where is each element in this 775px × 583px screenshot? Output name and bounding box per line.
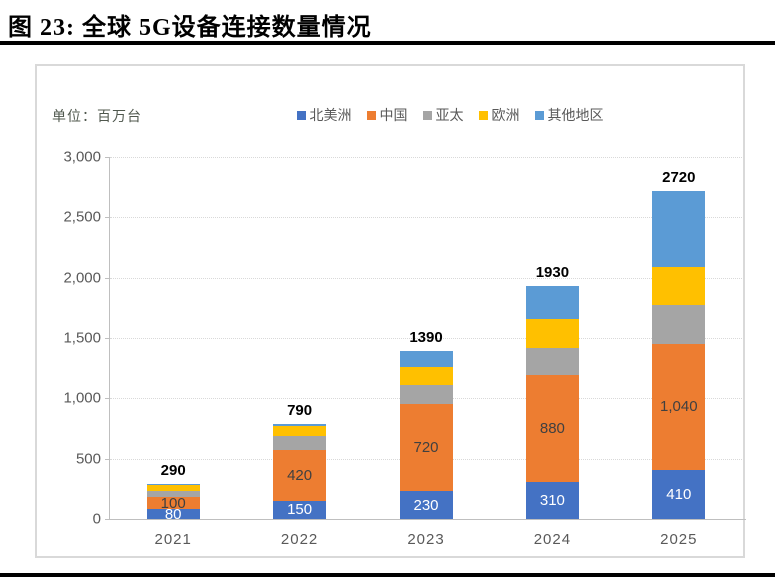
bar-segment-2021-1: 100	[146, 494, 200, 512]
legend-item-1: 中国	[366, 105, 408, 125]
x-axis-tick-label: 2021	[154, 531, 192, 548]
gridline	[110, 157, 742, 158]
legend-label: 中国	[379, 107, 408, 123]
bar-segment-2025-4	[652, 190, 706, 267]
y-axis-tick	[105, 277, 109, 279]
bar-segment-value: 80	[164, 505, 182, 523]
bar-segment-2025-3	[652, 266, 706, 306]
legend-label: 其他地区	[547, 107, 604, 123]
y-axis-line	[109, 157, 110, 520]
bar-segment-2023-3	[399, 366, 453, 386]
x-axis-tick-label: 2022	[280, 531, 319, 548]
bar-segment-2022-0: 150	[273, 500, 327, 519]
bar-segment-2022-4	[273, 423, 327, 427]
bar-segment-2021-2	[146, 491, 200, 498]
legend-swatch-icon	[366, 110, 376, 120]
bar-segment-2024-2	[525, 347, 579, 376]
legend-swatch-icon	[296, 110, 306, 120]
y-axis-tick	[105, 217, 109, 219]
bar-segment-2021-4	[146, 484, 200, 486]
legend-label: 亚太	[435, 107, 464, 123]
bar-segment-value: 310	[539, 491, 565, 509]
bar-segment-value: 230	[413, 496, 439, 514]
bar-segment-2025-1: 1,040	[652, 344, 706, 470]
bar-segment-2025-2	[652, 305, 706, 345]
x-axis-tick-label: 2024	[533, 531, 572, 548]
figure-title: 图 23: 全球 5G设备连接数量情况	[0, 0, 775, 45]
bar-segment-2021-3	[146, 485, 200, 492]
unit-label: 单位：百万台	[52, 110, 142, 125]
bar-segment-2024-0: 310	[525, 481, 579, 519]
y-axis-tick	[105, 338, 109, 339]
plot-area: 0 500 1,000 1,500 2,000 2,500 3,000 80 100 290 202…	[63, 149, 746, 548]
bar-segment-2022-2	[273, 435, 327, 451]
bar-segment-2021-0: 80	[146, 505, 200, 523]
legend-item-3: 欧洲	[478, 105, 520, 125]
bar-segment-2024-4	[525, 286, 579, 319]
bottom-rule	[0, 573, 775, 577]
bar-total-label: 290	[160, 462, 186, 480]
legend-item-0: 北美洲	[296, 105, 352, 125]
y-axis-tick-label: 2,000	[63, 269, 101, 287]
bar-segment-value: 720	[413, 439, 439, 457]
bar-segment-value: 880	[539, 420, 565, 437]
bar-segment-2024-3	[525, 318, 579, 348]
bar-segment-2024-1: 880	[525, 375, 579, 482]
y-axis-tick-label: 3,000	[63, 148, 101, 166]
legend-label: 北美洲	[309, 107, 352, 123]
gridline	[110, 277, 742, 279]
gridline	[110, 338, 742, 339]
bar-segment-value: 100	[160, 494, 186, 512]
bar-total-label: 1390	[409, 329, 443, 347]
legend-swatch-icon	[534, 110, 544, 120]
bar-segment-value: 410	[666, 485, 692, 503]
y-axis-tick-label: 1,500	[63, 329, 101, 347]
y-axis-tick-label: 2,500	[63, 208, 101, 226]
bar-segment-2022-1: 420	[273, 450, 327, 501]
y-axis-tick-label: 0	[92, 510, 101, 528]
legend-item-4: 其他地区	[534, 105, 604, 125]
bar-total-label: 1930	[535, 264, 570, 282]
x-axis-line	[105, 519, 746, 520]
legend-item-2: 亚太	[422, 105, 464, 125]
y-axis-tick-label: 500	[75, 450, 101, 468]
y-axis-tick-label: 1,000	[63, 389, 101, 407]
bar-segment-2023-4	[399, 351, 453, 367]
bar-segment-value: 150	[287, 501, 313, 519]
chart-legend: 北美洲 中国 亚太 欧洲 其他地区	[37, 106, 743, 124]
bar-total-label: 2720	[662, 168, 696, 186]
y-axis-tick	[105, 458, 109, 460]
x-axis-tick-label: 2025	[660, 531, 698, 548]
chart-frame: 单位：百万台 北美洲 中国 亚太 欧洲 其他地区 0 500 1,000 1,500 2,000…	[35, 64, 746, 558]
legend-swatch-icon	[478, 110, 488, 120]
bar-segment-2025-0: 410	[652, 469, 706, 519]
legend-swatch-icon	[422, 110, 432, 120]
x-axis-tick-label: 2023	[407, 531, 445, 548]
y-axis-tick	[105, 398, 109, 400]
legend-label: 欧洲	[491, 107, 520, 123]
bar-segment-2023-1: 720	[399, 404, 453, 492]
bar-segment-value: 1,040	[660, 398, 698, 416]
y-axis-tick	[105, 157, 109, 158]
bar-total-label: 790	[287, 401, 313, 419]
bar-segment-2023-2	[399, 385, 453, 405]
bar-segment-value: 420	[287, 467, 313, 485]
gridline	[110, 217, 742, 219]
bar-segment-2022-3	[273, 426, 327, 436]
bar-segment-2023-0: 230	[399, 491, 453, 519]
